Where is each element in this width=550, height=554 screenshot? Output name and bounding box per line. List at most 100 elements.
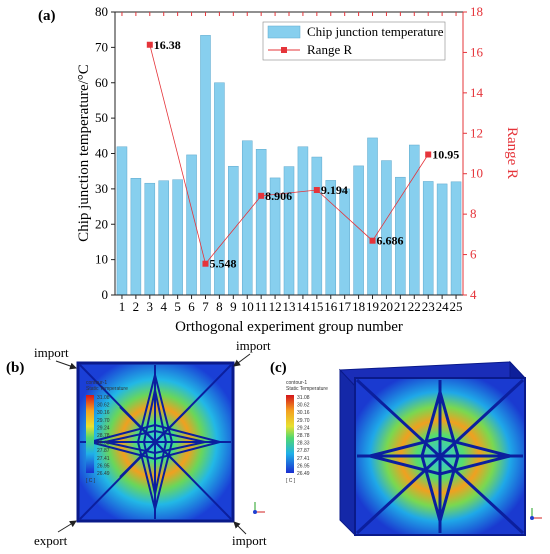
- left-tick-label-30: 30: [95, 181, 108, 196]
- channel-pattern-b: [79, 364, 232, 520]
- colorbar-b: contour-1 Static Temperature 31.08 30.623…: [86, 380, 128, 484]
- range-r-line: [149, 44, 429, 265]
- range-r-point-19: [369, 237, 376, 244]
- panel-label-a: (a): [38, 8, 56, 24]
- legend-swatch-marker: [281, 47, 287, 53]
- port-label-import-tl: import: [34, 345, 69, 360]
- cb-ticks-c-label-8: 27.41: [297, 456, 310, 462]
- x-tick-label-10: 10: [241, 299, 254, 314]
- colorbar-title-c1: contour-1: [286, 380, 307, 386]
- x-tick-label-12: 12: [269, 299, 282, 314]
- right-tick-label-6: 6: [470, 247, 477, 262]
- arrow-import-tl: [55, 360, 77, 370]
- line-layer: 16.38 5.548 8.906 9.194 6.686 10.95: [146, 38, 459, 271]
- colorbar-unit-b: [ C ]: [86, 478, 96, 484]
- bar-group-23: [422, 181, 434, 296]
- x-tick-label-5: 5: [174, 299, 181, 314]
- left-tick-label-40: 40: [95, 146, 108, 161]
- colorbar-title-b1: contour-1: [86, 380, 107, 386]
- bar-group-6: [186, 154, 197, 296]
- range-r-label-11: 8.906: [265, 189, 292, 203]
- cb-ticks-b-label-1: 30.62: [97, 403, 110, 409]
- panel-label-c: (c): [270, 360, 287, 376]
- cb-ticks-c-label-0: 31.08: [297, 395, 310, 401]
- bar-group-5: [172, 179, 183, 296]
- bar-group-22: [409, 144, 420, 296]
- colorbar-title-b2: Static Temperature: [86, 386, 128, 392]
- cb-ticks-b-label-3: 29.70: [97, 418, 110, 424]
- range-r-point-11: [258, 192, 265, 199]
- bars-layer: [116, 35, 462, 296]
- x-tick-label-6: 6: [188, 299, 195, 314]
- right-tick-label-10: 10: [470, 166, 483, 181]
- contour-panel-b: (b) contour-1 Static Temperature 31.08 30…: [6, 338, 271, 548]
- axis-triad-b: [253, 502, 265, 514]
- bar-group-15: [311, 156, 323, 296]
- colorbar-gradient-c: [286, 395, 294, 473]
- top-axis-ticks: [121, 12, 457, 16]
- legend-label-bar: Chip junction temperature: [307, 24, 444, 39]
- bar-group-1: [116, 146, 128, 296]
- cb-ticks-b-label-6: 28.33: [97, 441, 110, 447]
- left-tick-label-0: 0: [102, 287, 109, 302]
- panel-label-b: (b): [6, 360, 24, 376]
- x-tick-label-9: 9: [230, 299, 237, 314]
- colorbar-c: contour-1 Static Temperature 31.08 30.623…: [286, 380, 328, 484]
- x-tick-label-13: 13: [283, 299, 296, 314]
- right-tick-label-4: 4: [470, 287, 477, 302]
- x-tick-label-16: 16: [324, 299, 338, 314]
- x-tick-label-15: 15: [310, 299, 323, 314]
- range-r-point-7: [202, 260, 209, 267]
- bar-group-16: [325, 180, 337, 296]
- range-r-label-23: 10.95: [432, 148, 459, 162]
- bar-group-10: [241, 140, 253, 296]
- range-r-label-3: 16.38: [154, 38, 181, 52]
- bar-group-13: [283, 166, 295, 296]
- contour-panel-c: (c) contour-1 Static Temperature 31.08 30…: [270, 360, 542, 537]
- cb-ticks-c-label-4: 29.24: [297, 425, 310, 431]
- colorbar-gradient-b: [86, 395, 94, 473]
- left-axis: 0 10 20 30 40 50 60 70 80: [95, 4, 115, 302]
- left-tick-label-70: 70: [95, 39, 108, 54]
- x-tick-label-18: 18: [352, 299, 365, 314]
- x-tick-label-22: 22: [408, 299, 421, 314]
- range-r-label-7: 5.548: [209, 257, 236, 271]
- cb-ticks-b-label-9: 26.95: [97, 463, 110, 469]
- x-tick-label-3: 3: [147, 299, 154, 314]
- x-tick-label-4: 4: [160, 299, 167, 314]
- cb-ticks-b-label-7: 27.87: [97, 448, 110, 454]
- bar-group-18: [353, 165, 364, 296]
- left-tick-label-50: 50: [95, 110, 108, 125]
- cb-ticks-c-label-1: 30.62: [297, 403, 310, 409]
- x-axis: 1 2 3 4 5 6 7 8 9 10 11 12 13 14 15 16 17 18 19 20 21 22 23 24 2…: [119, 295, 463, 314]
- x-tick-label-21: 21: [394, 299, 407, 314]
- right-tick-label-8: 8: [470, 206, 477, 221]
- range-r-point-3: [146, 41, 153, 48]
- cb-ticks-b-label-8: 27.41: [97, 456, 110, 462]
- cb-ticks-b-label-5: 28.78: [97, 433, 110, 439]
- cb-ticks-c-label-3: 29.70: [297, 418, 310, 424]
- cb-ticks-b-label-4: 29.24: [97, 425, 110, 431]
- bar-group-24: [436, 183, 448, 296]
- left-tick-label-60: 60: [95, 75, 108, 90]
- bar-group-17: [339, 188, 350, 296]
- x-tick-label-24: 24: [436, 299, 450, 314]
- colorbar-title-c2: Static Temperature: [286, 386, 328, 392]
- left-tick-label-20: 20: [95, 216, 108, 231]
- x-tick-label-2: 2: [133, 299, 140, 314]
- x-tick-label-14: 14: [296, 299, 310, 314]
- y-axis-title-right: Range R: [504, 127, 520, 179]
- right-tick-label-18: 18: [470, 4, 483, 19]
- x-tick-label-17: 17: [338, 299, 352, 314]
- bar-group-25: [450, 181, 462, 296]
- x-tick-label-25: 25: [450, 299, 463, 314]
- right-axis: 4 6 8 10 12 14 16 18: [462, 4, 484, 302]
- arrow-import-br: [233, 521, 247, 535]
- range-r-point-15: [313, 187, 320, 194]
- x-tick-label-1: 1: [119, 299, 126, 314]
- legend: Chip junction temperature Range R: [262, 21, 446, 61]
- right-tick-label-16: 16: [470, 44, 484, 59]
- arrow-export-bl: [57, 520, 77, 533]
